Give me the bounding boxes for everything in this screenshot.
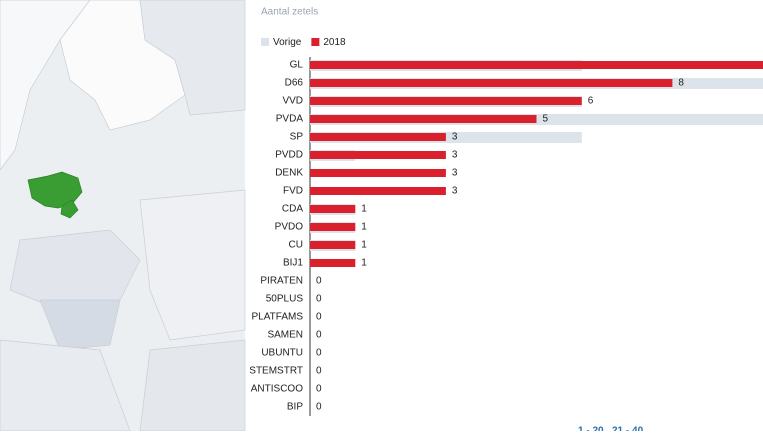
region [9,229,141,311]
y-tick-label: SAMEN [267,330,303,341]
bar [310,115,537,123]
y-tick-label: PVDA [276,114,304,125]
legend-label: 2018 [323,37,346,48]
y-tick-label: VVD [282,96,303,107]
bar [310,241,356,249]
value-label: 1 [361,222,367,233]
pagination-link[interactable]: 1 - 20 [578,426,604,436]
y-tick-label: UBUNTU [261,348,303,359]
value-label: 8 [678,78,684,89]
region [139,339,246,432]
amsterdam-south [60,199,79,219]
y-tick-label: GL [290,60,304,71]
value-label: 0 [316,330,322,341]
y-tick-label: PVDD [275,150,303,161]
value-label: 0 [316,294,322,305]
value-label: 1 [361,204,367,215]
region [139,0,246,116]
value-label: 0 [316,276,322,287]
bar [310,259,356,267]
legend-swatch [261,38,269,46]
pagination-link[interactable]: 21 - 40 [612,426,644,436]
bar [310,169,446,177]
region [139,189,246,341]
bar [310,61,763,69]
value-label: 3 [452,168,458,179]
y-tick-label: BIJ1 [283,258,303,269]
value-label: 0 [316,402,322,413]
value-label: 6 [588,96,594,107]
y-tick-label: D66 [285,78,304,89]
map [0,0,246,432]
y-tick-label: PLATFAMS [252,312,304,323]
bar [310,79,673,87]
value-label: 1 [361,240,367,251]
value-label: 1 [361,258,367,269]
sea [0,0,91,171]
value-label: 3 [452,150,458,161]
chart-title: Aantal zetels [261,7,318,18]
y-tick-label: CU [289,240,303,251]
y-tick-label: FVD [283,186,303,197]
y-tick-label: STEMSTRT [249,366,303,377]
amsterdam [27,171,83,209]
value-label: 3 [452,132,458,143]
y-tick-label: BIP [287,402,303,413]
region [39,299,121,351]
bar [310,133,446,141]
legend-label: Vorige [273,37,302,48]
y-tick-label: PVDO [275,222,304,233]
y-tick-label: DENK [275,168,303,179]
value-label: 0 [316,348,322,359]
bar [310,97,582,105]
bar [310,205,356,213]
bar [310,223,356,231]
y-tick-label: PIRATEN [260,276,303,287]
value-label: 5 [543,114,549,125]
value-label: 0 [316,384,322,395]
y-tick-label: ANTISCOO [251,384,303,395]
y-tick-label: CDA [282,204,303,215]
y-tick-label: SP [290,132,304,143]
bar [310,187,446,195]
y-tick-label: 50PLUS [266,294,304,305]
value-label: 0 [316,366,322,377]
value-label: 3 [452,186,458,197]
bar [310,151,446,159]
legend-swatch [311,38,320,46]
value-label: 0 [316,312,322,323]
